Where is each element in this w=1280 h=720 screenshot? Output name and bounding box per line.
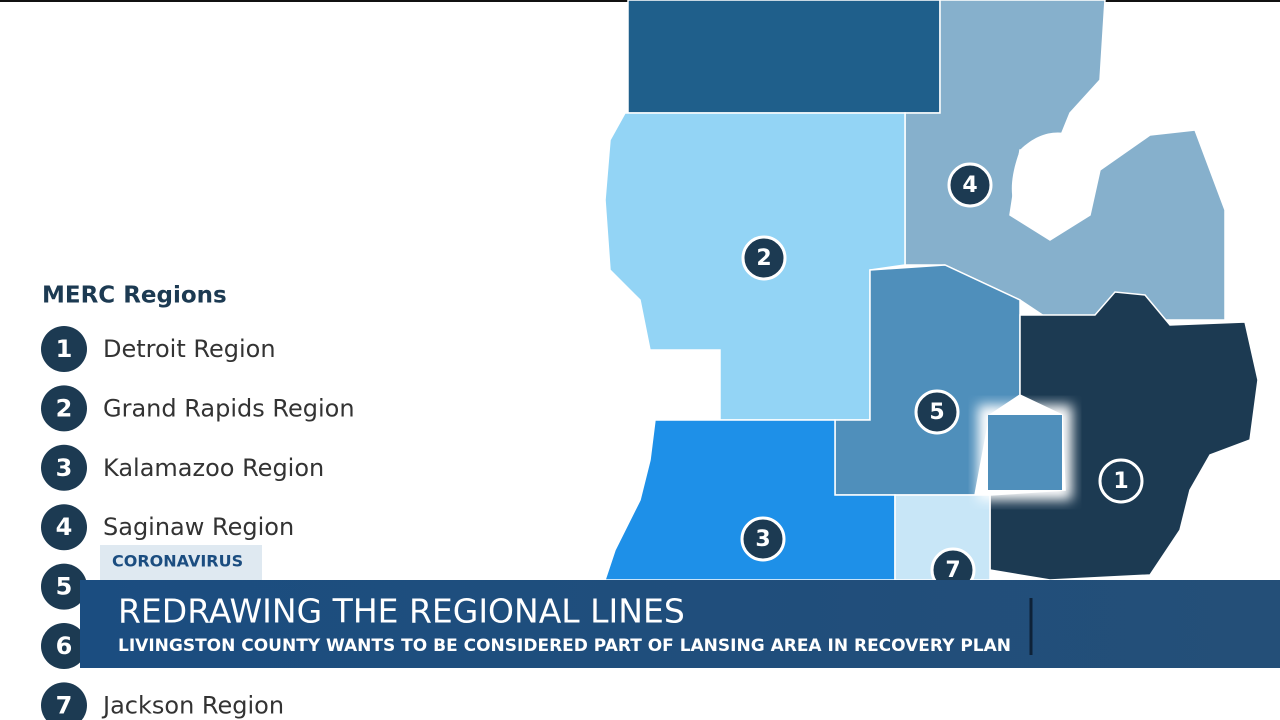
headline: REDRAWING THE REGIONAL LINES <box>118 592 685 631</box>
marker-number: 5 <box>929 400 944 425</box>
marker-badge <box>914 389 960 435</box>
legend-number: 5 <box>56 573 73 601</box>
legend-number: 7 <box>56 691 73 719</box>
marker-badge <box>1098 458 1144 504</box>
legend-badge <box>41 385 87 432</box>
marker-number: 1 <box>1113 469 1128 494</box>
subhead: LIVINGSTON COUNTY WANTS TO BE CONSIDERED… <box>118 636 1011 656</box>
legend-badge <box>41 326 87 372</box>
legend-title: MERC Regions <box>42 283 227 309</box>
lower-third: CORONAVIRUS REDRAWING THE REGIONAL LINES… <box>80 545 1280 668</box>
marker-number: 4 <box>962 173 977 198</box>
legend-badge <box>41 682 87 720</box>
marker-badge <box>740 516 786 562</box>
tag-box <box>100 545 262 580</box>
legend-name: Saginaw Region <box>103 513 294 541</box>
banner <box>80 580 1280 668</box>
legend-number: 6 <box>56 632 73 660</box>
legend-badge <box>41 563 87 610</box>
map <box>603 0 1259 581</box>
legend-number: 4 <box>56 513 73 541</box>
marker-badge <box>947 162 993 208</box>
legend-number: 1 <box>56 335 73 363</box>
legend-name: Detroit Region <box>103 335 276 363</box>
legend-name: Kalamazoo Region <box>103 454 324 482</box>
marker-badge <box>741 235 787 281</box>
marker-number: 7 <box>945 558 960 583</box>
legend-badge <box>41 444 87 491</box>
legend-number: 2 <box>56 394 73 422</box>
marker-number: 3 <box>755 527 770 552</box>
tag: CORONAVIRUS <box>112 552 243 571</box>
legend-badge <box>41 623 87 669</box>
marker-number: 2 <box>756 246 771 271</box>
legend-number: 3 <box>56 454 73 482</box>
legend-name: Grand Rapids Region <box>103 394 355 422</box>
legend-name: Jackson Region <box>101 691 284 719</box>
legend-badge <box>41 504 87 551</box>
